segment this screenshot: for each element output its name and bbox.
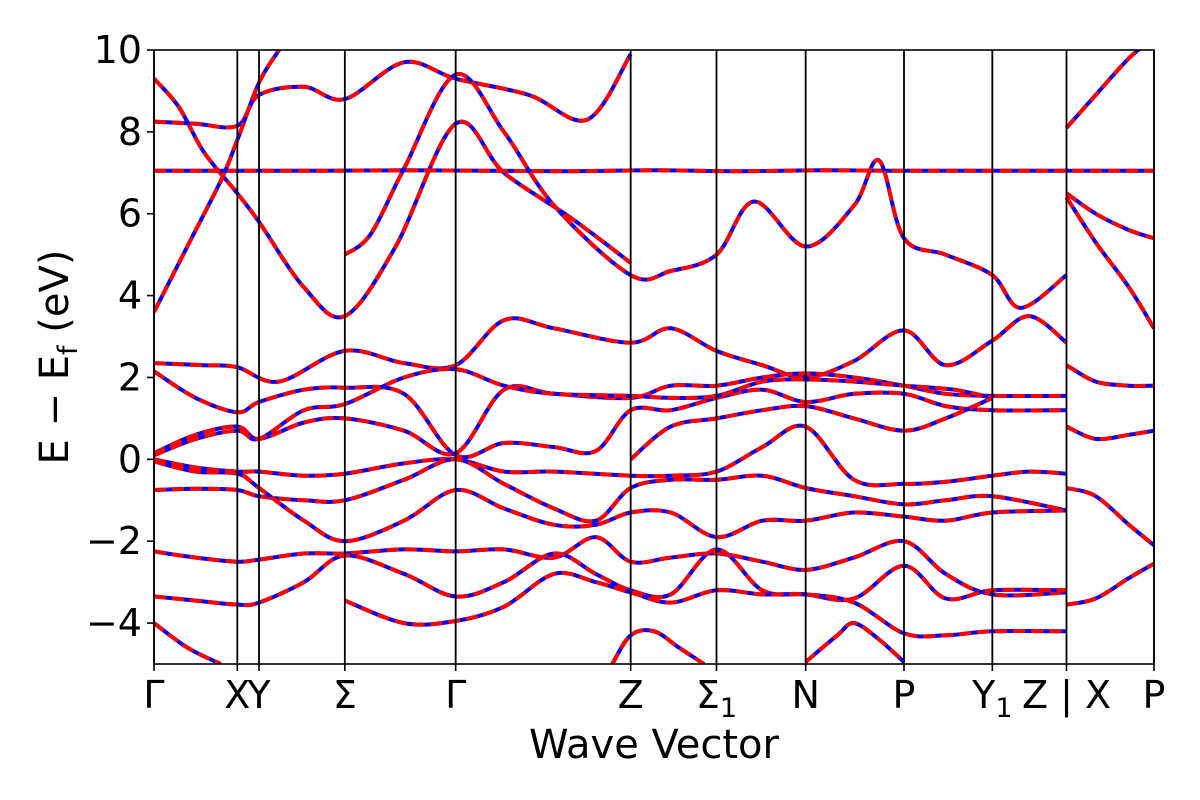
band-5-blue [154, 314, 1068, 384]
y-tick-label-4: 4 [118, 274, 142, 318]
x-tick-label-10: Z | X [1022, 673, 1111, 718]
band-16-blue [610, 628, 706, 664]
band-18-red [1066, 561, 1154, 607]
y-tick-label-2: 0 [118, 437, 142, 481]
y-tick-label-0: −4 [86, 601, 142, 645]
band-19-red [1065, 486, 1154, 547]
x-tick-label-6: Σ1 [696, 673, 737, 724]
y-tick-label-1: −2 [86, 519, 142, 563]
x-axis-title: Wave Vector [529, 722, 780, 768]
band-21-blue [1065, 363, 1154, 388]
band-11-red [154, 459, 1067, 544]
y-axis-title: E − Ef (eV) [32, 250, 84, 465]
band-0-blue [154, 77, 632, 320]
band-21-red [1065, 363, 1154, 388]
band-17-blue [804, 621, 906, 664]
band-12-red [154, 535, 1067, 598]
x-tick-label-11: P [1143, 673, 1166, 717]
y-axis-title-main: E − E [32, 355, 78, 465]
x-axis-ticks: Γ XY Σ Γ Z Σ1 N P Y1 Z | X P [143, 664, 1165, 724]
x-tick-label-2: Y [246, 673, 271, 717]
x-tick-label-1: X [224, 673, 250, 717]
band-15-red [344, 570, 1067, 639]
band-3-red [154, 50, 281, 313]
plot-frame [153, 49, 1155, 665]
band-4-red [343, 72, 1068, 310]
band-18-blue [1066, 561, 1154, 607]
band-0-red [154, 77, 632, 320]
high-symmetry-lines [153, 50, 1155, 664]
band-9-red [154, 423, 1067, 488]
band-24-red [1065, 50, 1142, 130]
y-tick-label-7: 10 [94, 28, 142, 72]
x-tick-label-7: N [791, 673, 819, 717]
y-tick-label-6: 8 [118, 110, 142, 154]
band-6-blue [154, 369, 1067, 460]
y-tick-label-3: 2 [118, 355, 142, 399]
x-tick-label-8: P [893, 673, 916, 717]
band-20-red [1065, 424, 1154, 442]
band-6-red [154, 369, 1067, 460]
band-14-red [154, 621, 222, 664]
y-axis-title-unit: (eV) [32, 250, 78, 346]
band-5-red [154, 314, 1068, 384]
band-16-red [610, 628, 706, 664]
x-tick-label-5: Z [618, 673, 644, 717]
band-17-red [804, 621, 906, 664]
y-axis-title-sub: f [53, 344, 84, 355]
x-tick-label-9: Y1 [971, 673, 1012, 724]
band-23-red [1064, 196, 1154, 330]
y-axis-ticks: −4 −2 0 2 4 6 8 10 [86, 28, 154, 645]
band-22-red [1065, 191, 1154, 241]
band-4-blue [343, 72, 1068, 310]
y-tick-label-5: 6 [118, 192, 142, 236]
band-13-red [154, 547, 1067, 608]
band-1-red [154, 52, 633, 130]
x-tick-label-0: Γ [143, 673, 164, 717]
band-lines [154, 50, 1154, 664]
x-tick-label-4: Γ [445, 673, 466, 717]
x-tick-label-3: Σ [333, 673, 357, 717]
